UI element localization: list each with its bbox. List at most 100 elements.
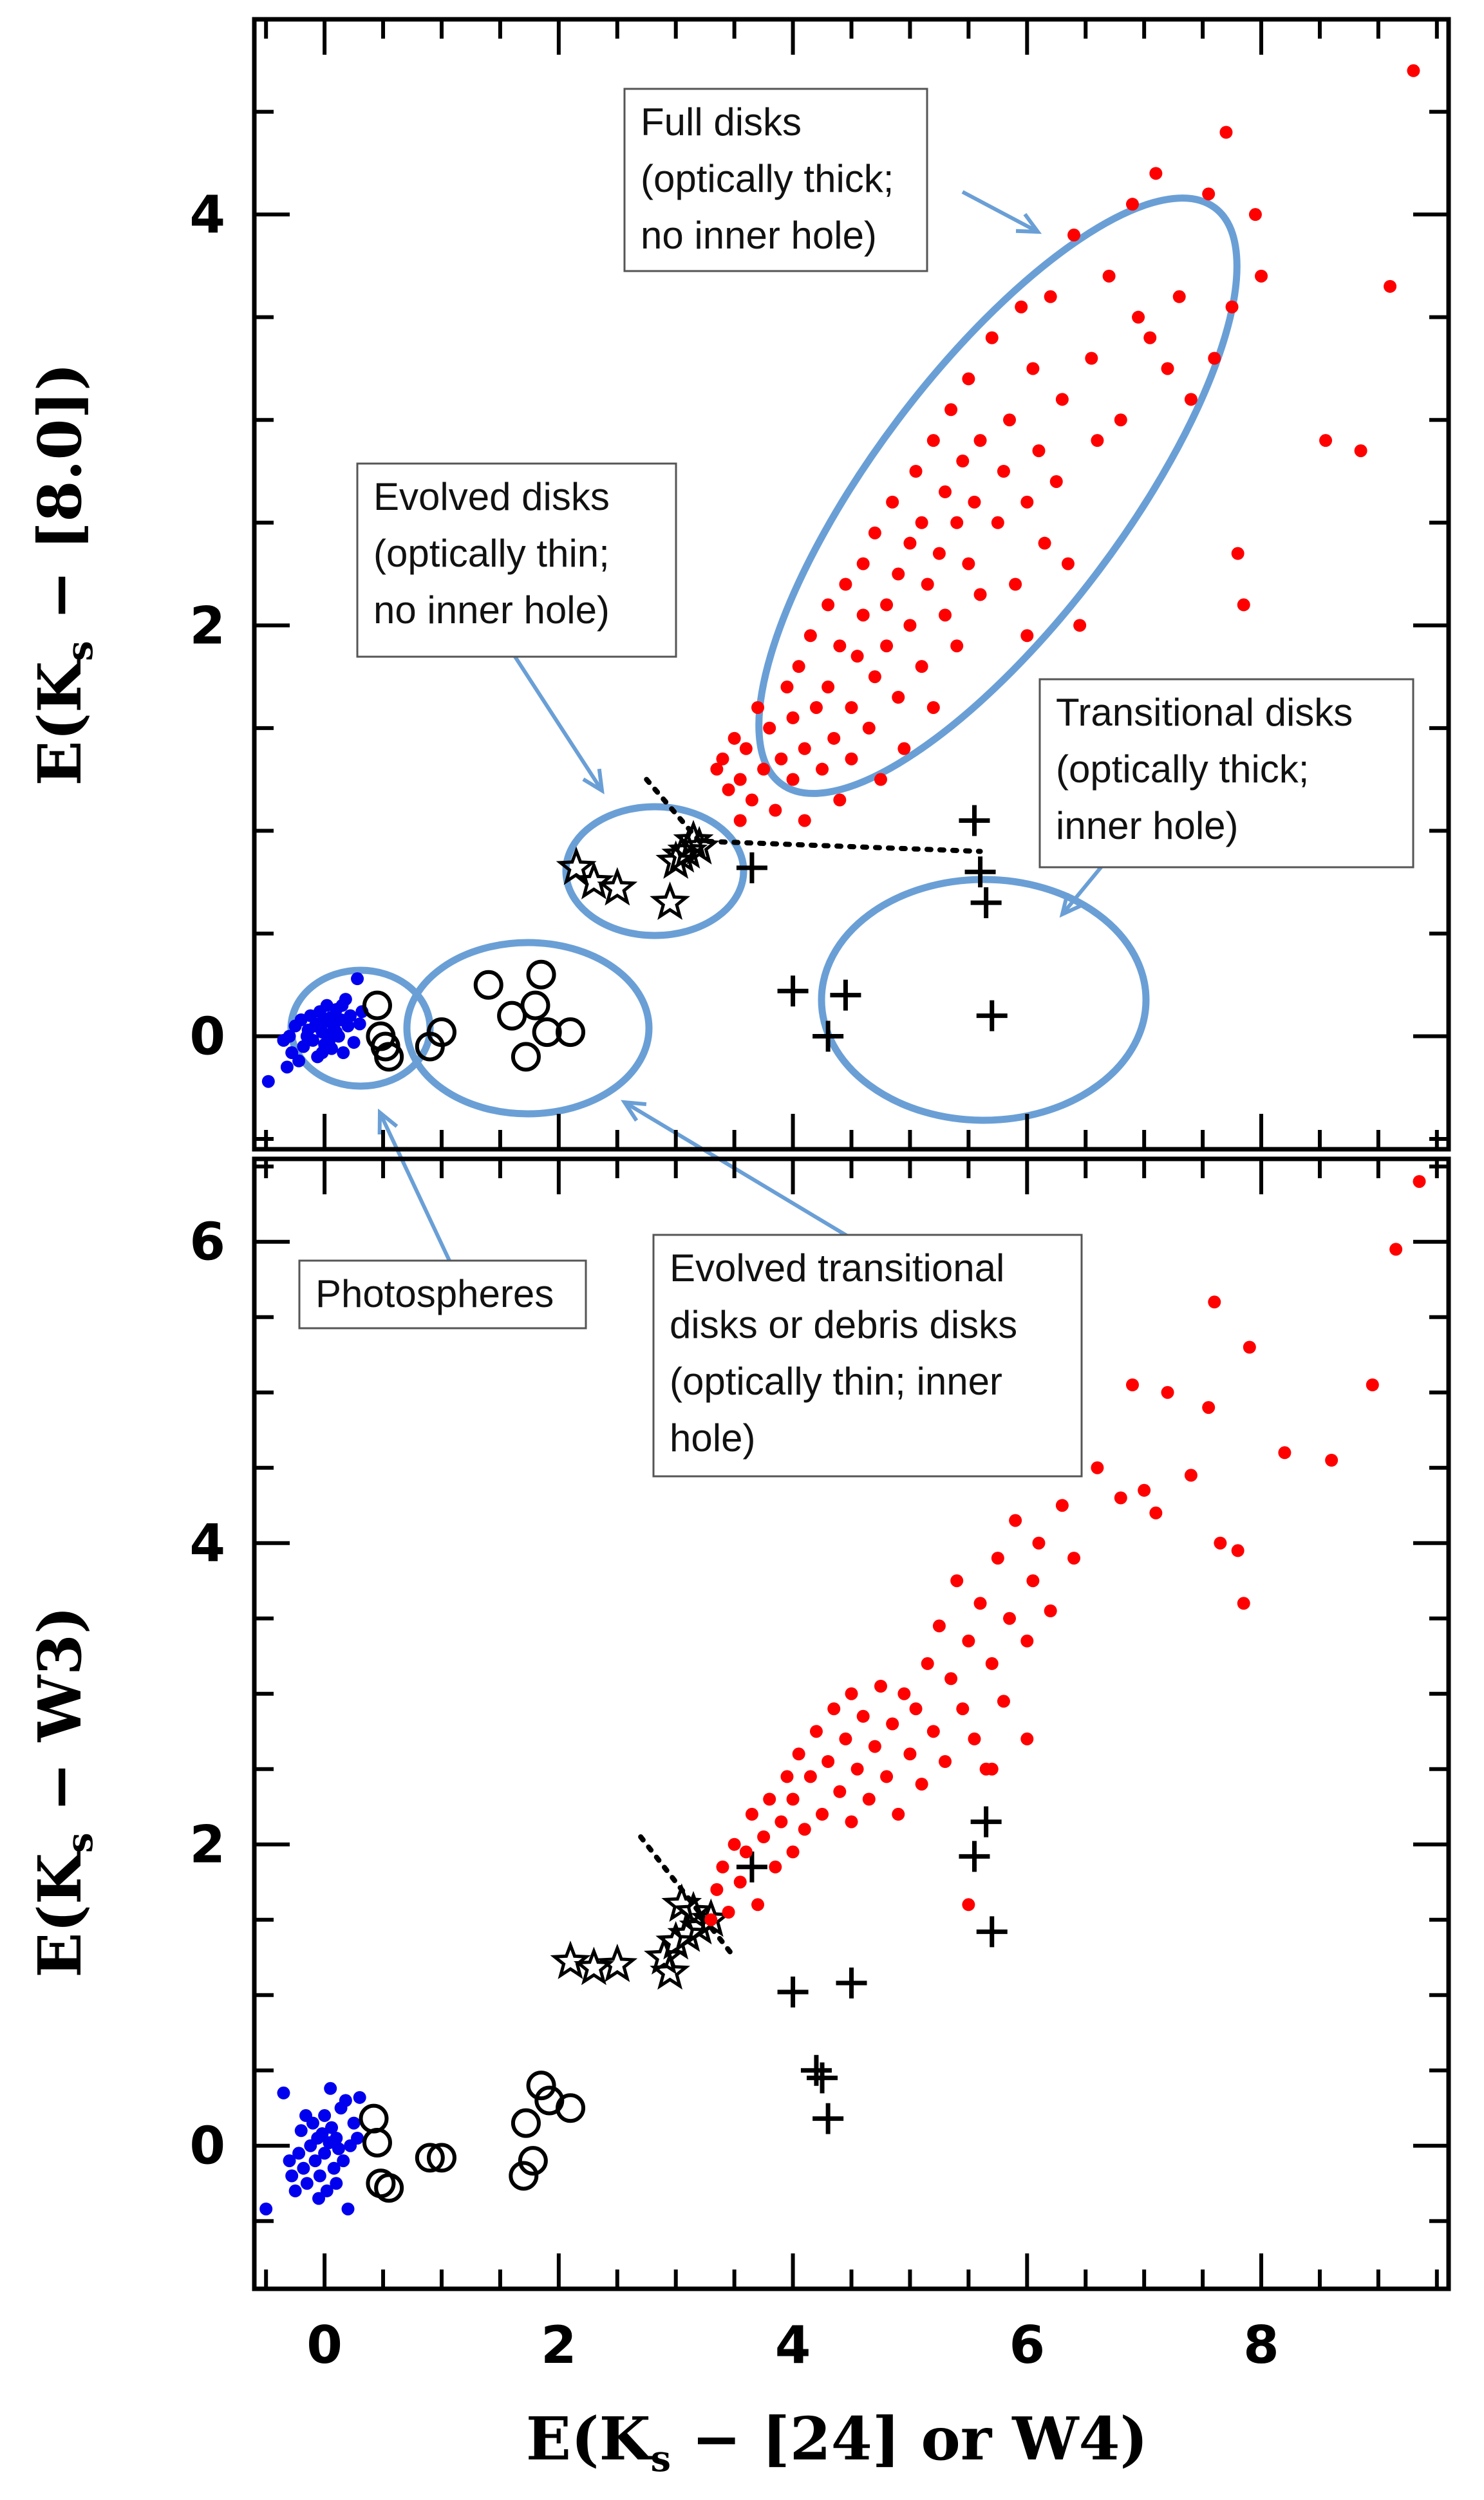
bottom-panel-dot-blue-point [332,2142,345,2156]
bottom-panel-dot-red-point [1055,1499,1069,1512]
bottom-panel-dot-red-point [809,1725,823,1738]
bottom-panel-dot-red-point [1208,1295,1221,1309]
bottom-panel-dot-red-point [1114,1491,1127,1505]
transitional-disks-label-line: Transitional disks [1056,691,1353,734]
top-panel-dot-red-point [850,650,864,663]
top-panel-dot-blue-point [315,1046,329,1060]
x-axis-title: E(Ks − [24] or W4) [526,2404,1148,2480]
top-panel-dot-red-point [809,700,823,714]
top-panel-dot-red-point [880,639,894,653]
top-panel-dot-blue-point [341,1019,355,1033]
evolved-transitional-label-box [652,1234,1083,1478]
bottom-panel-dot-red-point [1237,1597,1250,1610]
top-panel-dot-red-point [1407,64,1420,77]
bottom-panel-star-point [673,1890,714,1930]
top-panel-dot-red-point [962,557,975,570]
bottom-panel-dot-red-point [845,1815,858,1828]
top-panel-dot-red-point [903,536,917,550]
bottom-panel-dot-blue-point [297,2161,310,2175]
bottom-panel-dot-red-point [745,1807,758,1821]
top-panel-dot-red-point [822,681,835,694]
bottom-panel-dot-red-point [816,1807,829,1821]
evolved-transitional-label-line: Evolved transitional [670,1246,1004,1290]
top-panel-star-point [574,861,614,899]
bottom-panel-dot-red-point [1067,1552,1081,1565]
bottom-panel-dot-blue-point [277,2086,290,2100]
bottom-panel-open-circle-point [362,2128,392,2158]
bottom-panel-dot-red-point [845,1687,858,1700]
top-panel-dot-red-point [1032,444,1046,458]
data-markers [259,64,1426,2215]
top-panel-open-circle-point [556,1017,586,1048]
top-panel-dot-red-point [1202,187,1216,201]
top-panel-dot-red-point [1172,290,1186,303]
transitional-disks-region [818,876,1150,1124]
top-panel-dot-blue-point [344,1009,357,1022]
top-panel-dot-red-point [798,742,811,755]
top-panel-star-point [650,881,690,920]
photospheres-label-box [298,1259,587,1330]
bottom-panel-ytick-label: 4 [189,1514,225,1574]
top-panel-dot-red-point [1009,578,1022,591]
bottom-panel-dot-red-point [710,1883,724,1896]
bottom-panel-dot-blue-point [259,2202,273,2215]
top-panel-dot-red-point [733,773,747,786]
evolved-transitional-label: Evolved transitional disks or debris disk… [652,1234,1083,1478]
top-panel-dot-red-point [786,711,800,724]
bottom-panel-dot-blue-point [327,2161,341,2175]
top-panel-dot-red-point [1248,208,1262,221]
top-panel-open-circle-point [532,1017,562,1048]
bottom-panel-dot-blue-point [283,2154,296,2168]
top-panel-dot-red-point [856,557,870,570]
bottom-panel-dot-red-point [944,1672,958,1686]
bottom-panel-dot-red-point [1202,1401,1216,1414]
bottom-panel-dot-red-point [827,1702,841,1716]
bottom-panel-dot-red-point [956,1702,970,1716]
bottom-panel-dot-red-point [892,1807,905,1821]
top-panel-dot-red-point [968,495,981,509]
annotation-arrows [377,190,1109,1262]
bottom-panel-dot-red-point [769,1860,782,1874]
bottom-panel-dot-red-point [728,1837,741,1851]
bottom-panel-dot-red-point [1149,1506,1163,1519]
bottom-panel-dot-red-point [1231,1544,1244,1557]
full-disks-arrow-head [1015,212,1042,234]
top-panel-dot-red-point [786,773,800,786]
top-panel-dot-red-point [763,721,776,735]
bottom-panel-dot-red-point [1003,1612,1017,1625]
top-panel-dot-red-point [956,455,970,468]
axes-frames: 0 2 4 0 2 4 6 0 2 4 6 8 [189,17,1451,2375]
top-panel-dot-red-point [816,762,829,776]
full-disks-label-line: no inner hole) [641,214,877,257]
top-panel-plus-point [959,805,990,836]
bottom-panel-dot-red-point [962,1634,975,1648]
bottom-panel-open-circle-point [556,2093,586,2123]
top-panel-dot-red-point [775,752,788,766]
bottom-panel-plus-point [800,2054,832,2086]
top-panel-dot-red-point [1319,434,1333,447]
bottom-panel-plus-point [970,1806,1002,1837]
full-disks-label-box [623,88,928,272]
bottom-panel-dot-red-point [1125,1378,1139,1391]
evolved-disks-label-box [356,462,677,658]
bottom-panel-dot-red-point [803,1770,817,1783]
bottom-panel-dot-red-point [932,1619,946,1633]
bottom-panel-dot-red-point [739,1845,753,1859]
top-panel-dot-red-point [1225,300,1239,314]
photospheres-label-line: Photospheres [315,1272,554,1315]
bottom-panel-dot-red-point [1161,1386,1174,1399]
top-panel-dot-red-point [822,598,835,612]
top-panel-dot-red-point [839,578,852,591]
top-panel-dot-red-point [950,639,964,653]
bottom-panel-dot-red-point [991,1552,1004,1565]
bottom-panel-dot-red-point [716,1860,729,1874]
bottom-panel-dot-red-point [1184,1469,1198,1482]
bottom-panel-dot-blue-point [337,2154,350,2168]
top-panel-star-point [597,867,638,906]
bottom-panel-open-circle-point [415,2143,445,2173]
top-panel-star-point [556,846,597,885]
bottom-panel-dot-red-point [909,1702,923,1716]
top-panel-open-circle-point [374,1042,404,1072]
bottom-panel-dot-blue-point [299,2109,313,2122]
bottom-panel-dot-blue-point [300,2177,314,2190]
